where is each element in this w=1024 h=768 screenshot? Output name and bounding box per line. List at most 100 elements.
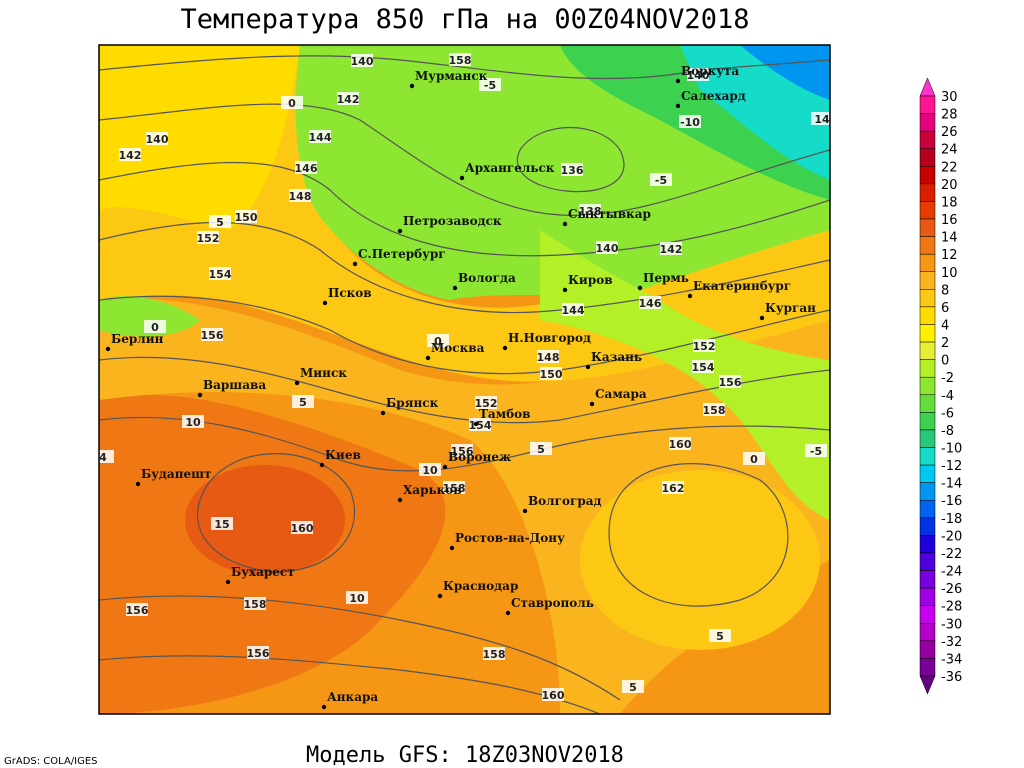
- colorbar: 302826242220181614121086420-2-4-6-8-10-1…: [919, 77, 962, 695]
- isohypse-label-box: [295, 161, 317, 174]
- colorbar-swatch: [919, 587, 936, 606]
- isotherm-label-box: [281, 96, 303, 109]
- colorbar-swatch: [919, 376, 936, 396]
- isohypse-label: 150: [235, 211, 258, 224]
- colorbar-swatch: [919, 482, 936, 501]
- isohypse-label: 142: [337, 93, 360, 106]
- colorbar-swatch: [919, 394, 936, 413]
- contour: [99, 595, 621, 701]
- contour: [196, 453, 356, 572]
- isotherm-label: -5: [484, 79, 496, 92]
- isohypse-label-box: [337, 92, 359, 105]
- city-dot: [105, 346, 111, 352]
- isohypse-label: 148: [289, 190, 312, 203]
- colorbar-label: -8: [941, 424, 954, 439]
- isohypse-label-box: [562, 303, 584, 316]
- city-label: Варшава: [203, 378, 266, 392]
- colorbar-label: -36: [941, 670, 962, 685]
- title: Температура 850 гПа на 00Z04NOV2018: [181, 4, 750, 35]
- city-dot: [352, 261, 358, 267]
- city-dot: [319, 462, 325, 468]
- colorbar-label: 20: [941, 178, 958, 193]
- colorbar-swatch: [919, 499, 936, 519]
- colorbar-swatch: [919, 95, 936, 114]
- isotherm-label-box: [811, 112, 830, 125]
- isohypse-label: 138: [579, 205, 602, 218]
- city-label: Мурманск: [415, 69, 488, 83]
- colorbar-label: -34: [941, 652, 962, 667]
- city-dot: [675, 78, 681, 84]
- contour: [99, 161, 830, 257]
- contour: [99, 103, 830, 217]
- isohypse-label: 156: [247, 647, 270, 660]
- colorbar-swatch: [919, 148, 936, 167]
- city-label: Салехард: [681, 89, 746, 103]
- colorbar-cap: [919, 77, 936, 97]
- isotherm-label: 0: [151, 321, 159, 334]
- city-dot: [397, 497, 403, 503]
- isohypse-label: 156: [126, 604, 149, 617]
- colorbar-swatch: [919, 570, 936, 589]
- isohypse-label: 156: [719, 376, 742, 389]
- city-dot: [425, 355, 431, 361]
- city-label: Москва: [431, 341, 485, 355]
- field: [540, 230, 830, 520]
- isohypse-label-box: [662, 481, 684, 494]
- colorbar-label: -30: [941, 617, 962, 632]
- city-dot: [505, 610, 511, 616]
- colorbar-label: -6: [941, 406, 954, 421]
- isohypse-label: 156: [451, 445, 474, 458]
- colorbar-label: -12: [941, 459, 962, 474]
- city-label: Архангельск: [465, 161, 555, 175]
- field: [185, 465, 345, 575]
- city-dot: [380, 410, 386, 416]
- isotherm-label-box: [99, 450, 114, 463]
- contour: [99, 655, 601, 714]
- isotherm-label-box: [479, 78, 501, 91]
- isohypse-label-box: [561, 163, 583, 176]
- isotherm-label-box: [144, 320, 166, 333]
- city-dot: [225, 579, 231, 585]
- colorbar-swatch: [919, 306, 936, 325]
- colorbar-swatch: [919, 324, 936, 343]
- colorbar-label: 16: [941, 213, 958, 228]
- colorbar-swatch: [919, 447, 936, 466]
- colorbar-label: 6: [941, 301, 949, 316]
- city-dot: [452, 285, 458, 291]
- city-dot: [409, 83, 415, 89]
- isohypse-label: 146: [295, 162, 318, 175]
- isotherm-label: -10: [680, 116, 700, 129]
- isotherm-label-box: [805, 444, 827, 457]
- city-dot: [675, 103, 681, 109]
- isohypse-label: 160: [291, 522, 314, 535]
- isohypse-label: 158: [443, 482, 466, 495]
- isotherm-label: 10: [349, 592, 365, 605]
- colorbar-label: 12: [941, 248, 958, 263]
- colorbar-label: 2: [941, 336, 949, 351]
- isohypse-label-box: [119, 148, 141, 161]
- colorbar-swatch: [919, 341, 936, 360]
- city-label: Воркута: [681, 64, 739, 78]
- city-label: Псков: [328, 286, 372, 300]
- city-label: Вологда: [458, 271, 516, 285]
- city-dot: [562, 287, 568, 293]
- isohypse-label: 140: [596, 242, 619, 255]
- isohypse-label-box: [475, 396, 497, 409]
- colorbar-label: -2: [941, 371, 954, 386]
- isotherm-label-box: [211, 517, 233, 530]
- isohypse-label-box: [351, 54, 373, 67]
- colorbar-swatch: [919, 166, 936, 185]
- isotherm-label: 0: [750, 453, 758, 466]
- colorbar-swatch: [919, 201, 936, 220]
- isohypse-label-box: [692, 360, 714, 373]
- isotherm-label-box: [679, 115, 701, 128]
- colorbar-label: 10: [941, 266, 958, 281]
- isohypse-label-box: [197, 231, 219, 244]
- city-dot: [562, 221, 568, 227]
- isohypse-label-box: [443, 481, 465, 494]
- isotherm-label-box: [209, 215, 231, 228]
- city-dot: [589, 401, 595, 407]
- isohypse-label: 162: [662, 482, 685, 495]
- city-dot: [522, 508, 528, 514]
